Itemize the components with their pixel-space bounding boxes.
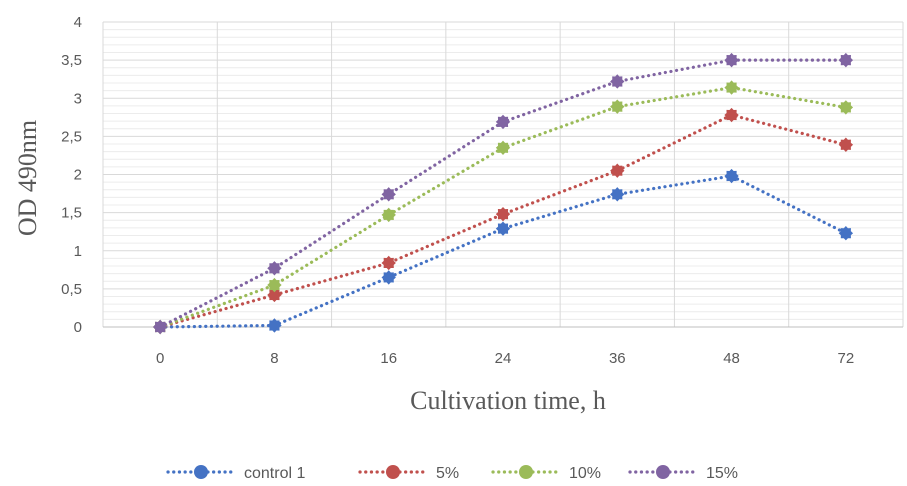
legend-item: control 1: [166, 465, 305, 482]
x-tick-label: 48: [723, 350, 740, 367]
marker-shape: [724, 168, 739, 184]
legend-item: 15%: [628, 465, 738, 482]
data-point: [267, 318, 282, 333]
marker-shape: [381, 255, 396, 271]
series-2: [152, 80, 854, 335]
grid: [102, 21, 904, 328]
series-0: [152, 168, 854, 335]
y-tick-label: 2: [74, 167, 82, 184]
y-tick-label: 0,5: [61, 281, 82, 298]
marker-shape: [495, 206, 511, 222]
legend-label: 15%: [706, 465, 738, 481]
legend-label: control 1: [244, 465, 305, 481]
data-point: [724, 107, 739, 123]
data-point: [381, 270, 396, 285]
data-point: [724, 52, 739, 68]
marker-shape: [724, 52, 739, 68]
x-axis-ticks: 0 8 16 24 36 48 72: [156, 350, 854, 367]
y-tick-label: 1,5: [61, 205, 82, 222]
marker-shape: [267, 261, 282, 276]
y-tick-label: 1: [74, 243, 82, 260]
y-tick-label: 3,5: [61, 52, 82, 69]
y-axis-title: OD 490nm: [13, 120, 42, 236]
series-lines: [152, 52, 854, 335]
data-point: [495, 221, 511, 236]
legend-marker: [656, 465, 670, 479]
legend-item: 10%: [491, 465, 601, 482]
data-point: [724, 80, 739, 95]
marker-shape: [838, 52, 854, 68]
marker-shape: [495, 140, 511, 156]
data-point: [381, 187, 396, 202]
y-tick-label: 3: [74, 90, 82, 107]
marker-shape: [610, 163, 625, 178]
marker-shape: [152, 319, 168, 335]
data-point: [838, 226, 854, 241]
data-point: [838, 100, 854, 115]
legend-marker: [386, 465, 400, 479]
x-axis-title: Cultivation time, h: [410, 386, 606, 415]
data-point: [495, 206, 511, 222]
data-point: [838, 137, 854, 152]
series-3: [152, 52, 854, 335]
legend-marker: [519, 465, 533, 479]
legend-marker: [194, 465, 208, 479]
x-tick-label: 8: [270, 350, 278, 367]
data-point: [267, 287, 282, 303]
x-tick-label: 24: [495, 350, 512, 367]
marker-shape: [610, 74, 625, 89]
y-tick-label: 4: [74, 14, 82, 31]
marker-shape: [381, 187, 396, 202]
y-axis-ticks: 0 0,5 1 1,5 2 2,5 3 3,5 4: [61, 14, 82, 336]
data-point: [610, 163, 625, 178]
data-point: [267, 277, 282, 293]
legend-item: 5%: [358, 465, 459, 482]
marker-shape: [267, 318, 282, 333]
marker-shape: [610, 99, 625, 114]
data-point: [724, 168, 739, 184]
legend-label: 10%: [569, 465, 601, 481]
marker-shape: [610, 187, 625, 202]
marker-shape: [381, 270, 396, 285]
data-point: [152, 319, 168, 335]
y-tick-label: 2,5: [61, 128, 82, 145]
data-point: [610, 187, 625, 202]
x-tick-label: 0: [156, 350, 164, 367]
legend-label: 5%: [436, 465, 459, 481]
marker-shape: [267, 287, 282, 303]
data-point: [381, 207, 396, 223]
data-point: [495, 140, 511, 156]
x-tick-label: 36: [609, 350, 626, 367]
marker-shape: [838, 137, 854, 152]
marker-shape: [724, 107, 739, 123]
x-tick-label: 72: [838, 350, 855, 367]
series-line: [158, 58, 848, 329]
series-1: [152, 107, 854, 335]
x-tick-label: 16: [380, 350, 397, 367]
marker-shape: [495, 221, 511, 236]
marker-shape: [267, 277, 282, 293]
y-tick-label: 0: [74, 319, 82, 336]
data-point: [610, 99, 625, 114]
marker-shape: [381, 207, 396, 223]
data-point: [495, 114, 511, 130]
legend: control 1 5% 10% 15%: [166, 465, 738, 482]
data-point: [610, 74, 625, 89]
marker-shape: [495, 114, 511, 130]
marker-shape: [724, 80, 739, 95]
marker-shape: [838, 100, 854, 115]
data-point: [838, 52, 854, 68]
marker-shape: [838, 226, 854, 241]
data-point: [381, 255, 396, 271]
data-point: [267, 261, 282, 276]
